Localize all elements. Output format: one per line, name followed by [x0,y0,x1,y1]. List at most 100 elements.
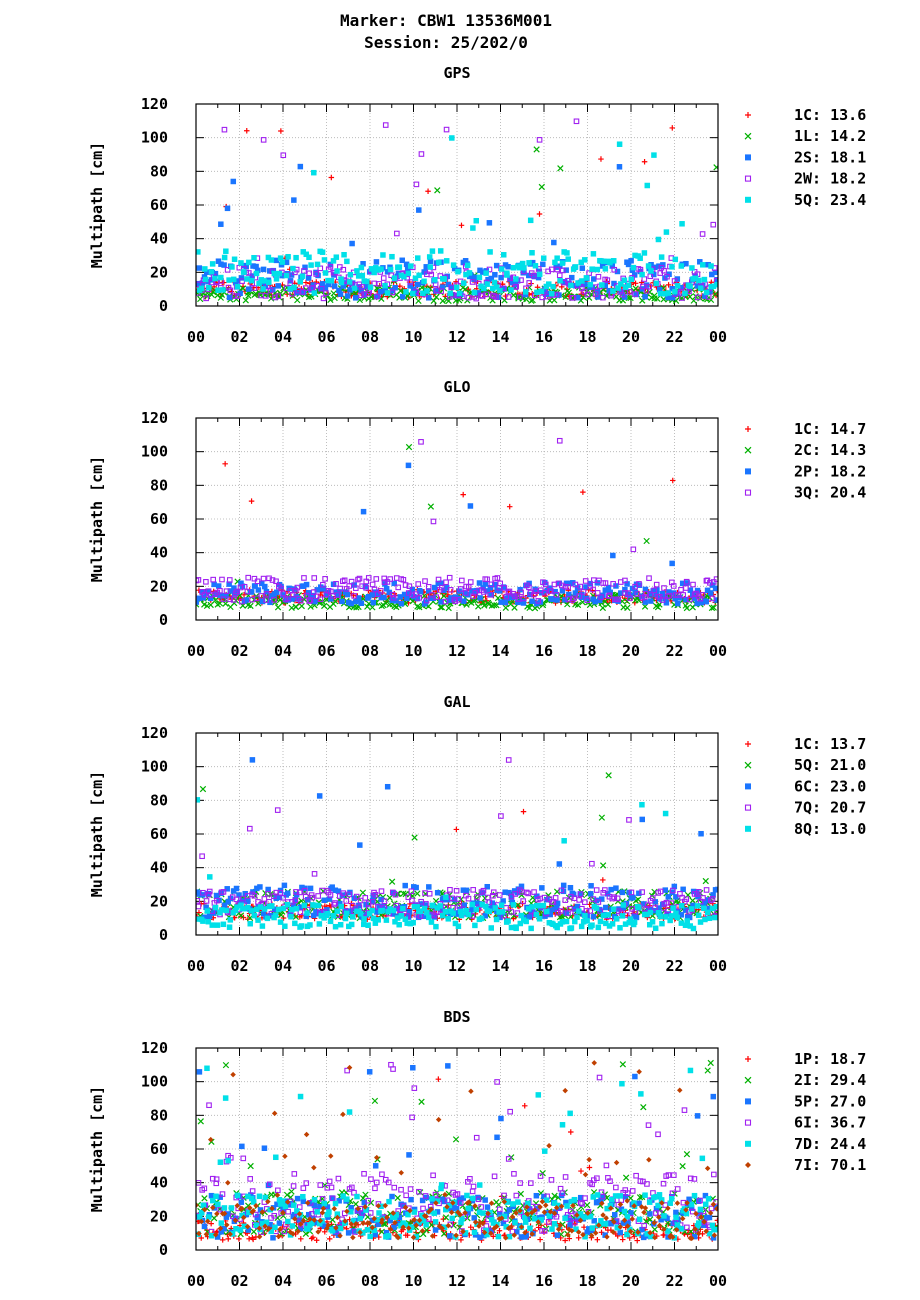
panel-glo-point [659,590,666,597]
panel-gal-point [687,923,694,929]
panel-gps-point [202,276,209,283]
panel-gps-point [249,273,255,279]
panel-bds-point [653,1194,659,1200]
panel-gps-point [349,240,355,247]
panel-bds-point [290,1231,296,1237]
panel-gps-point [206,285,212,291]
panel-gal-point [574,914,580,920]
panel-gps-point [221,262,227,268]
panel-gal-point [518,912,525,919]
panel-gps-point [279,259,286,265]
panel-bds-point [488,1200,495,1207]
panel-gps-point [510,291,517,299]
panel-bds-point [407,1207,413,1214]
panel-glo-point [580,589,587,595]
panel-glo-point [480,589,487,595]
panel-bds-point [553,1213,560,1220]
panel-gal-point [383,917,390,923]
panel-bds-point [647,1211,653,1217]
panel-glo-point [258,593,265,599]
panel-gal-point [405,894,412,901]
panel-gal-point [639,816,645,823]
panel-gal-point [253,906,260,913]
panel-bds-point [198,1235,204,1241]
panel-gal-point [703,887,710,893]
panel-gal-point [694,903,701,909]
panel-gal-point [704,909,711,916]
panel-gal-point [674,914,680,921]
panel-bds-point [321,1200,328,1207]
panel-gal-point [484,883,490,890]
panel-glo-point [280,590,287,597]
panel-bds-point [326,1178,333,1185]
panel-gal-point [603,920,609,927]
panel-gal-point [384,783,391,790]
panel-gps-point [387,266,394,273]
panel-bds-point [477,1234,483,1241]
panel-glo-title: GLO [443,378,470,396]
panel-gps-point [322,270,329,276]
panel-bds-point [600,1194,606,1200]
panel-gal-point [600,877,606,883]
panel-gal-point [241,905,248,912]
panel-glo-point [680,592,686,598]
panel-gal-point [576,897,582,903]
panel-bds-point [392,1219,398,1226]
panel-glo-point [414,603,421,610]
panel-gal-point [398,913,405,919]
panel-gps-ytick-label: 40 [150,230,168,248]
panel-bds-point [374,1154,380,1161]
panel-gal-point [400,890,407,897]
panel-glo-point [431,584,438,591]
panel-bds-point [336,1198,342,1204]
panel-gps-ytick-label: 80 [150,162,168,180]
panel-glo-point [638,593,645,599]
panel-bds-point [300,1198,307,1205]
panel-gps-point [273,276,280,282]
panel-glo-point [672,595,678,602]
panel-gps-point [637,255,643,262]
panel-glo-point [488,581,495,588]
panel-gal-title: GAL [443,693,470,711]
panel-bds-point [309,1220,315,1227]
panel-glo-point [592,598,598,605]
panel-bds-point [496,1206,503,1213]
panel-gal-point [293,889,299,895]
panel-gps-point [642,294,648,300]
panel-bds-point [201,1223,208,1230]
panel-bds-point [713,1199,718,1205]
panel-gps-point [678,284,684,291]
panel-gal-point [662,887,669,893]
panel-gps-point [579,278,585,284]
panel-bds-point [369,1217,376,1224]
panel-bds-point [294,1208,300,1214]
panel-bds-point [422,1193,429,1199]
panel-glo-point [591,577,597,583]
panel-glo-point [369,592,376,598]
panel-bds-point [357,1229,363,1236]
panel-gps-point [625,282,632,289]
panel-gps-point [477,267,483,274]
panel-gps-point [586,270,592,276]
panel-gal-point [257,884,263,890]
panel-gps-point [657,290,664,297]
panel-bds-point [291,1211,298,1218]
panel-glo-point [415,581,422,587]
panel-bds-point [297,1093,304,1100]
panel-bds-point [480,1210,486,1216]
panel-glo-point [443,585,450,591]
panel-glo-point [227,596,233,603]
panel-glo-point [212,596,219,604]
panel-bds-point [496,1227,503,1234]
panel-gal-point [534,893,540,899]
panel-gal-point [584,918,590,924]
panel-gps-point [306,270,313,277]
panel-bds-point [289,1223,296,1229]
panel-gps-point [270,267,277,274]
panel-gps-point [224,205,231,212]
panel-glo-point [395,584,402,591]
panel-bds-point [274,1214,281,1222]
panel-glo-point [496,588,503,594]
panel-bds-point [707,1059,714,1067]
panel-glo-point [205,588,211,595]
